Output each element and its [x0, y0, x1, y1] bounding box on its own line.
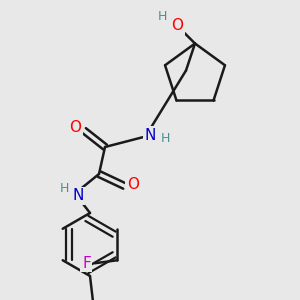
Text: N: N	[72, 188, 84, 203]
Text: H: H	[60, 182, 69, 196]
Text: F: F	[82, 256, 91, 271]
Text: O: O	[70, 120, 82, 135]
Text: O: O	[171, 18, 183, 33]
Text: N: N	[144, 128, 156, 142]
Text: H: H	[160, 131, 170, 145]
Text: O: O	[127, 177, 139, 192]
Text: H: H	[157, 10, 167, 23]
